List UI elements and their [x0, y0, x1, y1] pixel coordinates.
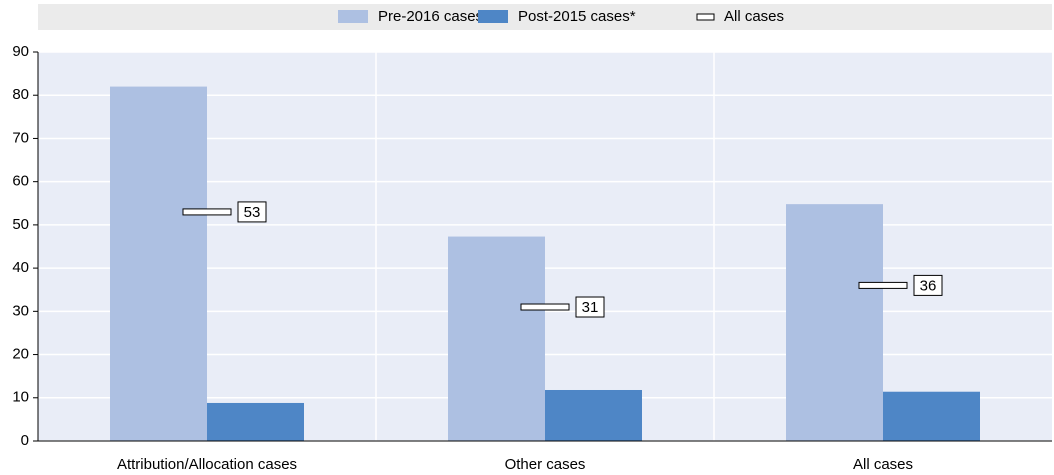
value-label-box — [575, 296, 605, 318]
legend-swatch — [338, 10, 368, 23]
legend-background — [38, 4, 1052, 30]
y-tick-label: 80 — [12, 86, 29, 103]
y-tick-label: 0 — [21, 432, 29, 449]
legend-swatch — [696, 13, 715, 21]
y-tick-label: 50 — [12, 216, 29, 233]
bar — [448, 236, 545, 441]
value-label: 36 — [920, 277, 937, 294]
value-label: 53 — [244, 204, 261, 221]
value-label-box — [237, 201, 267, 223]
y-tick-label: 10 — [12, 389, 29, 406]
legend-label: Pre-2016 cases — [378, 8, 483, 25]
marker — [858, 281, 908, 289]
bar — [207, 402, 304, 441]
value-label: 31 — [582, 299, 599, 316]
x-tick-label: Attribution/Allocation cases — [117, 456, 297, 473]
y-tick-label: 20 — [12, 346, 29, 363]
x-tick-label: All cases — [853, 456, 913, 473]
legend-swatch — [478, 10, 508, 23]
legend-label: All cases — [724, 8, 784, 25]
y-tick-label: 70 — [12, 129, 29, 146]
y-tick-label: 40 — [12, 259, 29, 276]
legend-label: Post-2015 cases* — [518, 8, 636, 25]
y-tick-label: 60 — [12, 173, 29, 190]
bar — [110, 86, 207, 442]
bar — [786, 204, 883, 441]
bar — [883, 391, 980, 441]
y-tick-label: 90 — [12, 43, 29, 60]
y-tick-label: 30 — [12, 302, 29, 319]
bar — [545, 389, 642, 441]
marker — [520, 303, 570, 311]
value-label-box — [913, 274, 943, 296]
marker — [182, 208, 232, 216]
x-tick-label: Other cases — [505, 456, 586, 473]
